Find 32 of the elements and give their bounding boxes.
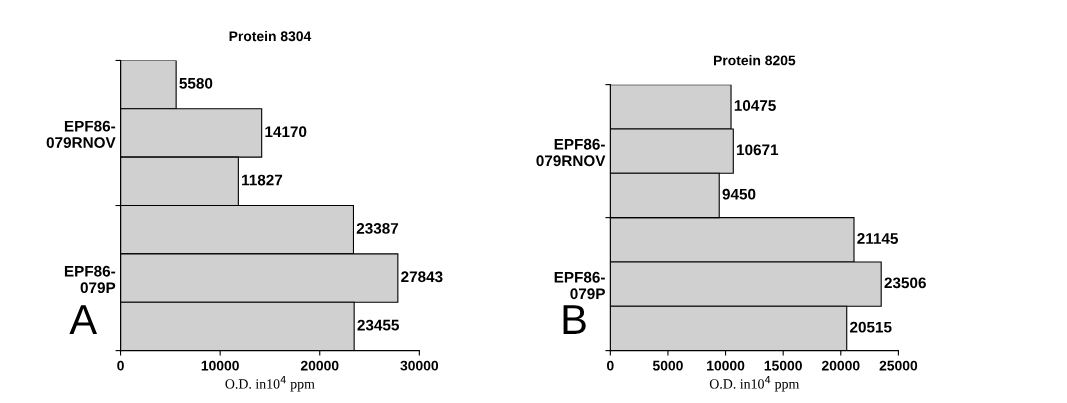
data-label: 10475 [734, 100, 776, 111]
data-label: 21145 [857, 233, 898, 244]
data-label: 23455 [357, 319, 399, 331]
data-label: 9450 [722, 188, 756, 200]
data-label: 23506 [884, 277, 926, 289]
x-tick-label: 10000 [707, 360, 745, 371]
x-tick-label: 0 [607, 360, 614, 371]
text: A [69, 305, 98, 334]
data-label: 27843 [401, 271, 443, 283]
x-tick-label: 5000 [652, 360, 683, 371]
x-tick-label: 15000 [764, 360, 802, 371]
data-label: 20515 [850, 321, 892, 333]
chart-title: Protein 8304 [229, 30, 312, 42]
y-tick-label: EPF86- 079RNOV [536, 138, 606, 167]
x-axis-title: O.D. in10$^{4}$ ppm [225, 376, 315, 392]
x-tick-label: 30000 [400, 360, 439, 371]
data-label: 10671 [737, 144, 779, 156]
x-tick-label: 10000 [201, 360, 239, 371]
x-tick-label: 25000 [879, 360, 918, 371]
data-label: 14170 [265, 126, 307, 138]
y-tick-label: EPF86- 079P [554, 271, 605, 300]
chart-title: Protein 8205 [714, 55, 796, 66]
y-tick-label: EPF86- 079P [64, 265, 116, 294]
data-label: 5580 [179, 77, 213, 89]
x-tick-label: 0 [117, 360, 124, 371]
data-label: 11827 [242, 174, 283, 186]
data-label: 23387 [356, 222, 399, 234]
y-tick-label: EPF86- 079RNOV [46, 120, 116, 149]
x-tick-label: 20000 [300, 360, 339, 371]
x-axis-title: O.D. in10$^{4}$ ppm [709, 376, 800, 392]
text: B [563, 305, 586, 334]
x-tick-label: 20000 [821, 360, 860, 371]
